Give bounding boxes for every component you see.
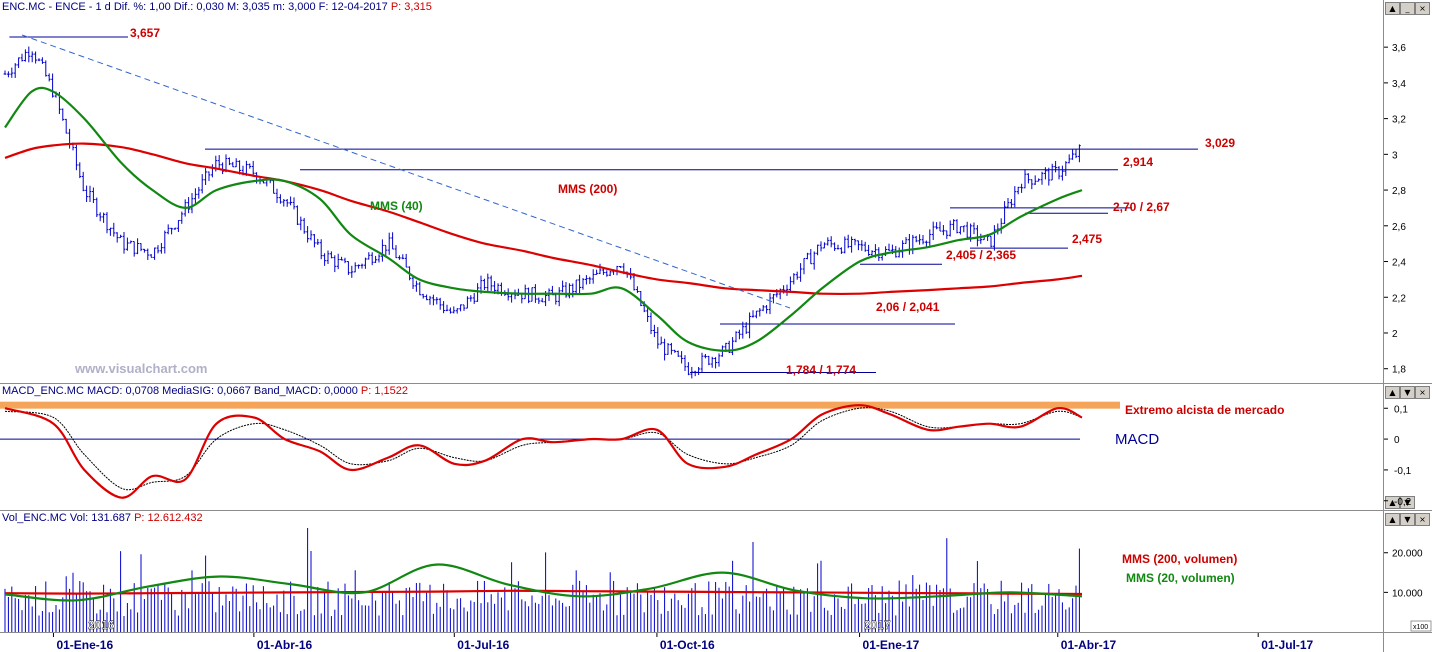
price-ytick-label: 2 <box>1392 329 1398 340</box>
mms40-line <box>4 86 1083 352</box>
price-header-text: ENC.MC - ENCE - 1 d Dif. %: 1,00 Dif.: 0… <box>2 1 388 13</box>
macd-panel: MACD_ENC.MC MACD: 0,0708 MediaSIG: 0,066… <box>0 384 1432 511</box>
macd-chart: 0,10-0,1-0,2 Extremo alcista de mercado … <box>0 401 1412 508</box>
price-ytick-label: 1,8 <box>1392 365 1406 376</box>
label-mms200: MMS (200) <box>558 182 617 196</box>
annot-min: 1,784 / 1,774 <box>786 363 856 377</box>
annot-r2: 2,914 <box>1123 155 1153 169</box>
macd-ytick-label: -0,2 <box>1394 497 1412 508</box>
annot-s3: 2,405 / 2,365 <box>946 248 1016 262</box>
price-ytick-label: 2,8 <box>1392 186 1406 197</box>
macd-ytick-label: 0,1 <box>1394 404 1408 415</box>
panel-up-arrow-icon[interactable]: ▲ <box>1385 386 1400 399</box>
close-icon[interactable]: × <box>1415 386 1430 399</box>
vol-unit: x100 <box>1413 624 1428 631</box>
panel-down-arrow-icon[interactable]: ▼ <box>1400 496 1415 509</box>
x-axis: 01-Ene-16 01-Abr-16 01-Jul-16 01-Oct-16 01-E… <box>0 633 1432 652</box>
macd-line <box>4 404 1083 499</box>
x-tick-label: 01-Ene-16 <box>56 638 113 652</box>
vol-ytick-label: 10.000 <box>1392 588 1423 599</box>
label-mms40: MMS (40) <box>370 199 423 213</box>
macd-header-p: P: 1,1522 <box>360 385 408 397</box>
price-ytick-label: 3 <box>1392 150 1398 161</box>
volume-chart: 20.000 10.000 2016 2017 MMS (200, volumen… <box>4 527 1432 632</box>
price-header: ENC.MC - ENCE - 1 d Dif. %: 1,00 Dif.: 0… <box>2 1 432 13</box>
macd-extreme-band <box>0 401 1120 409</box>
vol-ytick-label: 20.000 <box>1392 549 1423 560</box>
vol-unit-box <box>1410 620 1432 632</box>
close-icon[interactable]: × <box>1415 513 1430 526</box>
volume-header-p: P: 12.612.432 <box>134 512 203 524</box>
panel-up-arrow-icon[interactable]: ▲ <box>1385 2 1400 15</box>
price-ytick-label: 2,2 <box>1392 293 1406 304</box>
x-tick-label: 01-Jul-17 <box>1261 638 1313 652</box>
panel-down-arrow-icon[interactable]: ▼ <box>1400 386 1415 399</box>
vol-legend-20: MMS (20, volumen) <box>1126 571 1235 585</box>
x-tick-label: 01-Abr-17 <box>1061 638 1117 652</box>
annot-r1: 3,029 <box>1205 136 1235 150</box>
annot-s4: 2,06 / 2,041 <box>876 300 940 314</box>
annot-s1: 2,70 / 2,67 <box>1113 200 1170 214</box>
watermark: www.visualchart.com <box>74 361 207 376</box>
macd-header-text: MACD_ENC.MC MACD: 0,0708 MediaSIG: 0,066… <box>2 385 358 397</box>
volume-header-text: Vol_ENC.MC Vol: 131.687 <box>2 512 132 524</box>
panel-up-arrow-icon[interactable]: ▲ <box>1385 513 1400 526</box>
panel-down-arrow-icon[interactable]: ▼ <box>1400 513 1415 526</box>
annot-s2: 2,475 <box>1072 232 1102 246</box>
price-panel: ENC.MC - ENCE - 1 d Dif. %: 1,00 Dif.: 0… <box>0 1 1432 384</box>
macd-header: MACD_ENC.MC MACD: 0,0708 MediaSIG: 0,066… <box>2 385 408 397</box>
macd-ytick-label: -0,1 <box>1394 466 1412 477</box>
y-axis-separator <box>1383 0 1384 652</box>
price-ytick-label: 3,2 <box>1392 115 1406 126</box>
vol-year-2016: 2016 <box>88 618 115 632</box>
price-ytick-label: 3,4 <box>1392 79 1406 90</box>
macd-band-label: Extremo alcista de mercado <box>1125 403 1284 417</box>
macd-ytick-label: 0 <box>1394 435 1400 446</box>
mms200-line <box>4 142 1083 296</box>
price-ytick-label: 2,4 <box>1392 258 1406 269</box>
price-ytick-label: 3,6 <box>1392 43 1406 54</box>
price-ytick-label: 2,6 <box>1392 222 1406 233</box>
volume-header: Vol_ENC.MC Vol: 131.687 P: 12.612.432 <box>2 512 203 524</box>
panel-up-arrow-icon[interactable]: ▲ <box>1385 496 1400 509</box>
trend-line <box>21 34 791 309</box>
close-icon[interactable]: × <box>1415 2 1430 15</box>
x-tick-label: 01-Abr-16 <box>257 638 313 652</box>
x-tick-label: 01-Jul-16 <box>457 638 509 652</box>
volume-panel: Vol_ENC.MC Vol: 131.687 P: 12.612.432 ▲ … <box>0 511 1432 633</box>
vol-mms20-line <box>4 563 1083 602</box>
vol-year-2017: 2017 <box>864 618 891 632</box>
macd-signal-line <box>4 407 1083 491</box>
macd-title: MACD <box>1115 431 1159 448</box>
x-tick-label: 01-Ene-17 <box>863 638 920 652</box>
annot-max: 3,657 <box>130 26 160 40</box>
x-tick-label: 01-Oct-16 <box>660 638 715 652</box>
price-header-p: P: 3,315 <box>390 1 432 13</box>
minimize-icon[interactable]: _ <box>1400 2 1415 15</box>
vol-legend-200: MMS (200, volumen) <box>1122 552 1237 566</box>
price-chart: 3,6 3,4 3,2 3 2,8 2,6 2,4 2,2 2 1,8 www.visualcha… <box>3 26 1406 379</box>
